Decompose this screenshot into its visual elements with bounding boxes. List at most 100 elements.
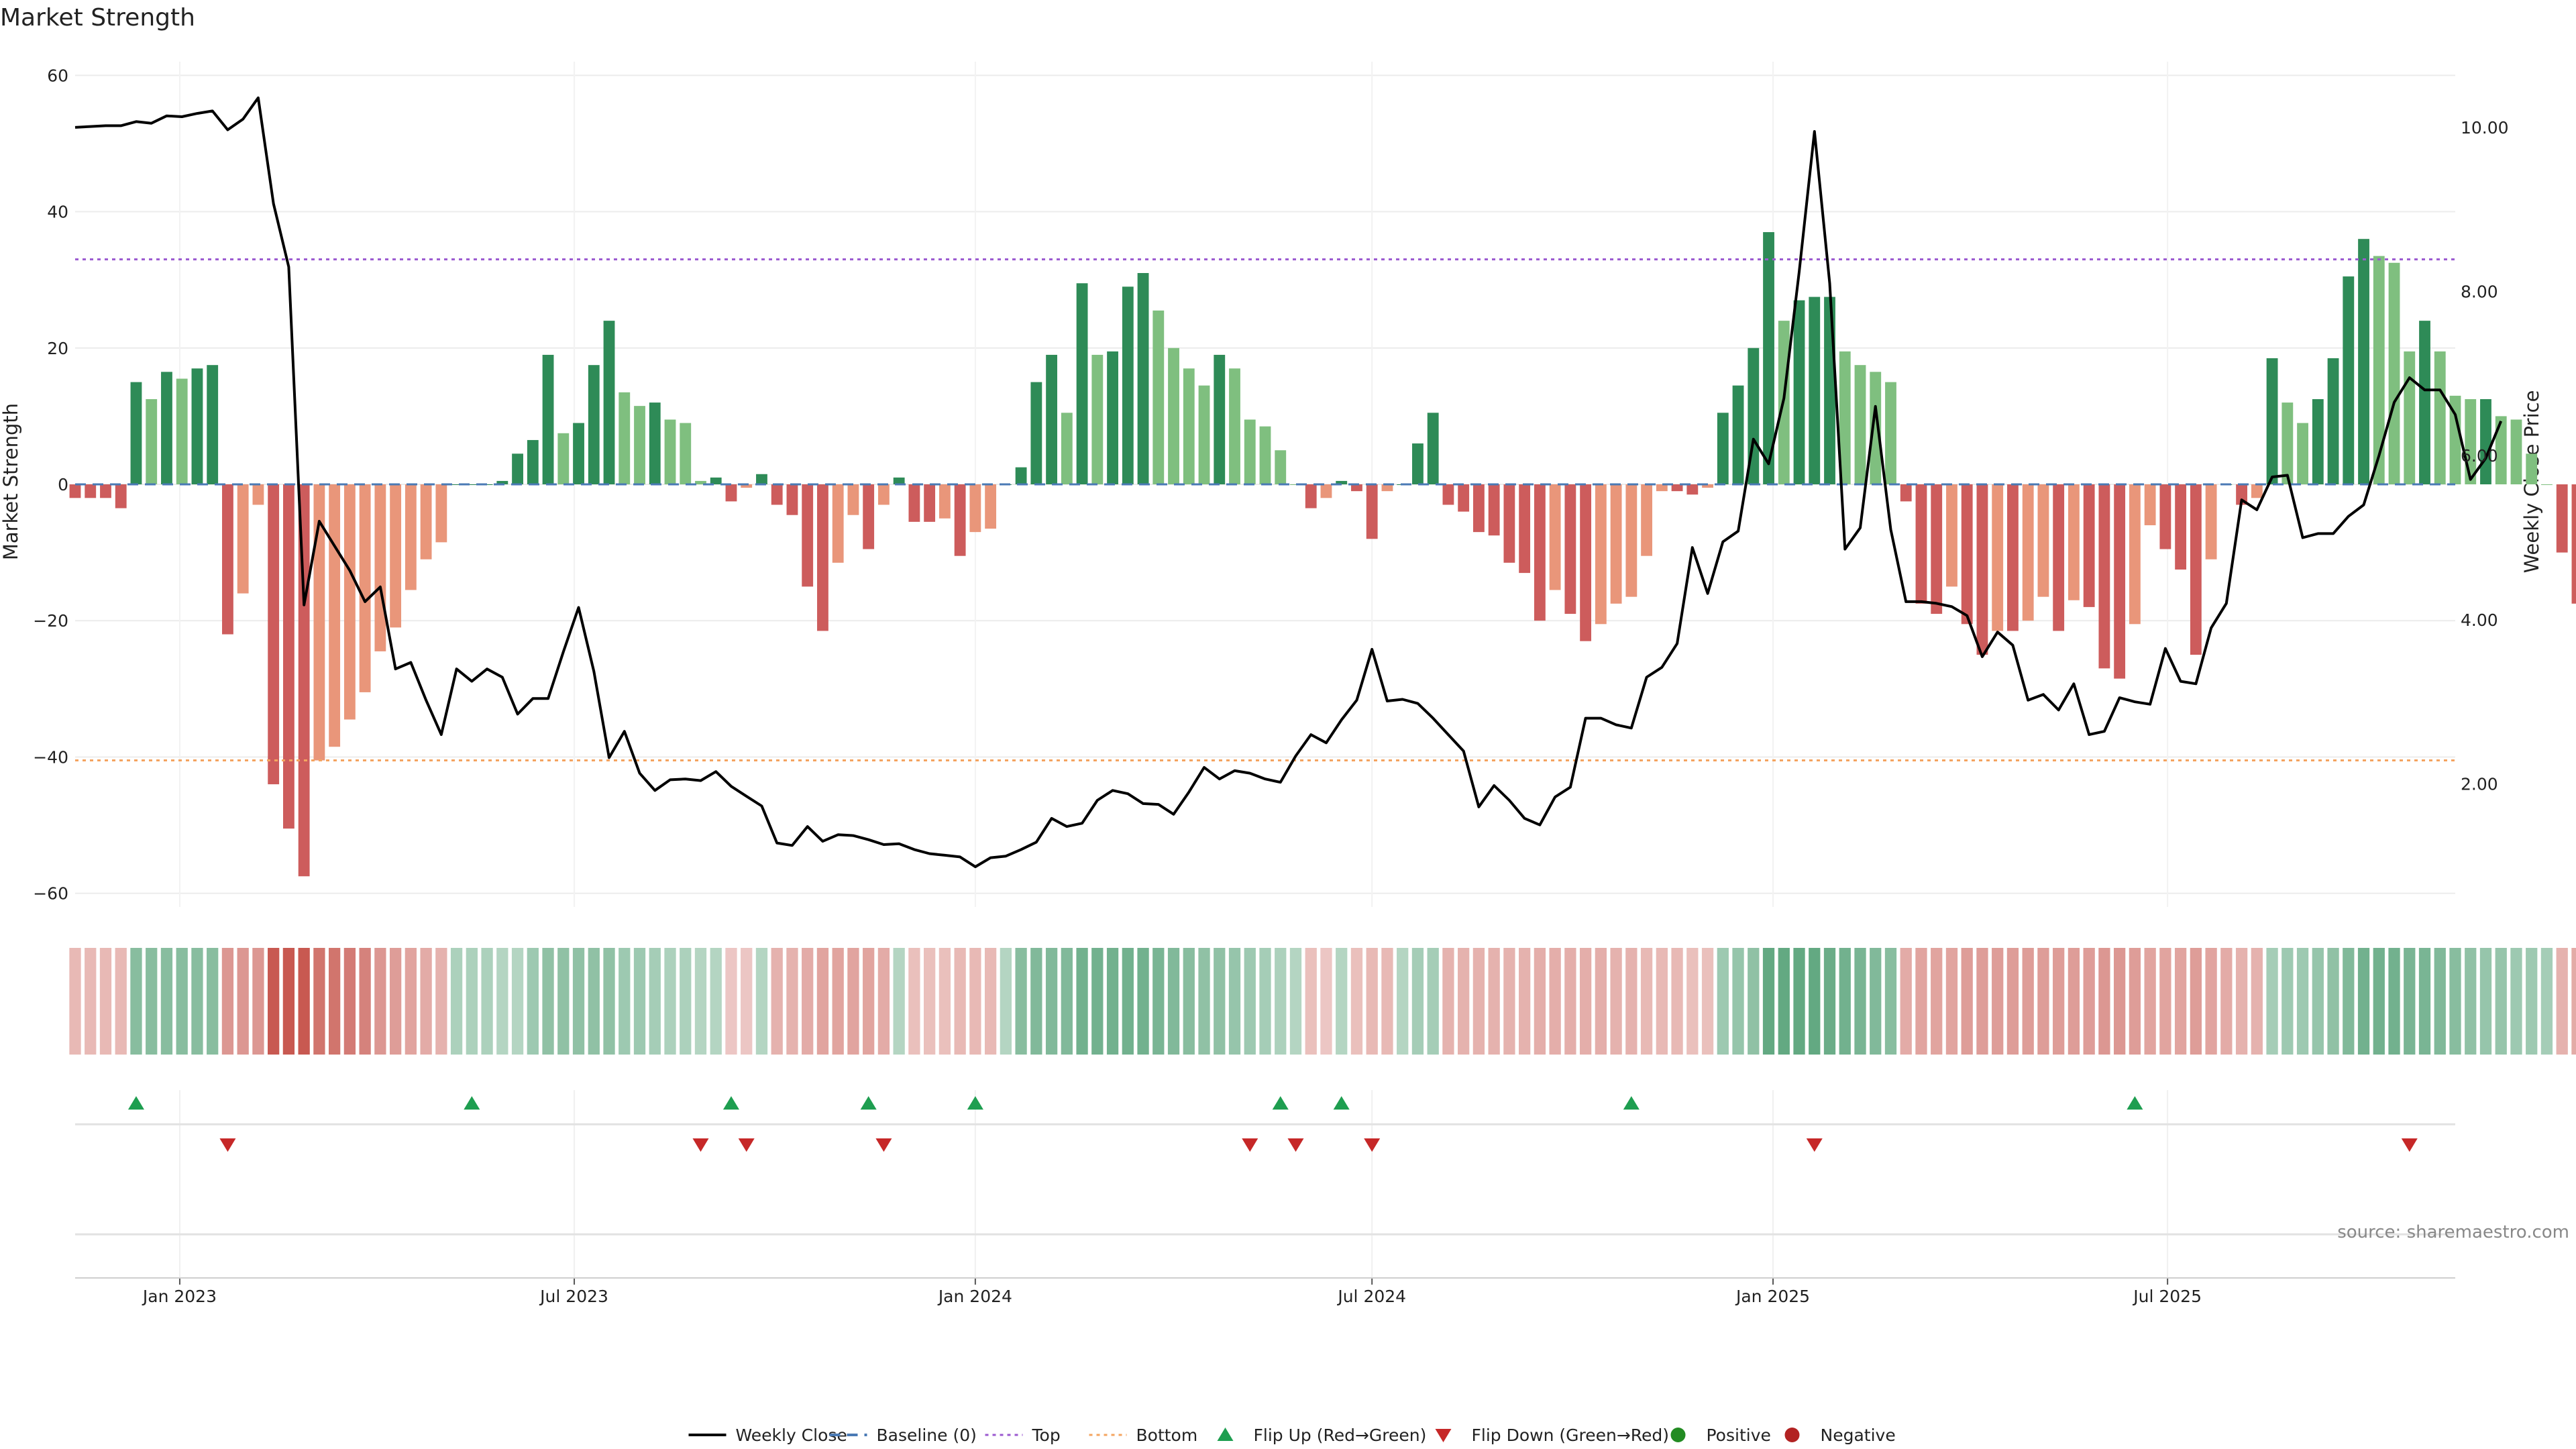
strength-bar xyxy=(176,378,188,484)
strength-bar xyxy=(282,484,294,829)
strength-bar xyxy=(1946,484,1957,587)
strength-bar xyxy=(2419,321,2430,484)
heat-cell xyxy=(1350,948,1363,1055)
strength-bar xyxy=(725,484,737,502)
strength-bar xyxy=(786,484,798,515)
heat-cell xyxy=(146,948,158,1055)
heat-cell xyxy=(694,948,707,1055)
flip-up-marker xyxy=(1333,1096,1350,1110)
threshold-lines xyxy=(75,258,2455,762)
heat-cell xyxy=(207,948,219,1055)
strength-bar xyxy=(1320,484,1332,498)
source-text: source: sharemaestro.com xyxy=(2337,1222,2569,1242)
heat-cell xyxy=(466,948,478,1055)
strength-bar xyxy=(2526,453,2538,484)
strength-bar xyxy=(1824,297,1835,484)
heat-cell xyxy=(923,948,936,1055)
strength-bar xyxy=(1595,484,1607,625)
heat-cell xyxy=(2327,948,2339,1055)
strength-bar xyxy=(1183,368,1195,484)
strength-bar xyxy=(268,484,280,785)
y-left-tick-label: −40 xyxy=(33,747,68,767)
strength-bar xyxy=(2236,484,2248,505)
heat-cell xyxy=(1366,948,1378,1055)
legend-item: Top xyxy=(985,1426,1061,1445)
heat-cell xyxy=(160,948,173,1055)
heat-cell xyxy=(802,948,814,1055)
strength-bar xyxy=(664,419,676,484)
weekly-close-line xyxy=(74,96,2503,869)
strength-bar xyxy=(329,484,341,747)
strength-bar xyxy=(252,484,264,505)
heat-cell xyxy=(938,948,951,1055)
strength-bar xyxy=(1915,484,1927,604)
heat-cell xyxy=(1945,948,1958,1055)
legend-swatch xyxy=(1670,1428,1686,1442)
strength-bar xyxy=(588,365,600,484)
flip-up-marker xyxy=(860,1096,877,1110)
flip-up-marker xyxy=(464,1096,480,1110)
strength-bar xyxy=(2327,358,2339,484)
strength-bar xyxy=(1717,413,1729,484)
heat-cell xyxy=(69,948,81,1055)
heat-cell xyxy=(99,948,112,1055)
strength-bar xyxy=(1198,385,1210,484)
strength-bar xyxy=(573,423,584,484)
heat-cell xyxy=(130,948,142,1055)
flip-down-marker xyxy=(219,1138,236,1152)
heat-cell xyxy=(527,948,539,1055)
strength-bar xyxy=(2312,398,2324,484)
strength-bar xyxy=(1305,484,1317,508)
strength-bar xyxy=(1732,385,1744,484)
strength-bar xyxy=(2571,484,2576,604)
heat-cell xyxy=(1472,948,1485,1055)
heat-cell xyxy=(1915,948,1927,1055)
heat-cell xyxy=(328,948,341,1055)
heat-cell xyxy=(2296,948,2309,1055)
heat-cell xyxy=(2144,948,2156,1055)
legend-label: Bottom xyxy=(1136,1426,1198,1445)
heat-cell xyxy=(1106,948,1119,1055)
strength-bar xyxy=(146,398,158,484)
heat-cell xyxy=(1289,948,1302,1055)
strength-bar xyxy=(2114,484,2126,679)
flip-down-marker xyxy=(692,1138,709,1152)
strength-bar xyxy=(85,484,97,498)
heat-cell xyxy=(2449,948,2461,1055)
strength-bar xyxy=(1976,484,1988,655)
strength-bar xyxy=(2480,398,2491,484)
y-left-tick-label: 0 xyxy=(58,475,68,494)
strength-bar xyxy=(1137,273,1149,484)
legend-label: Top xyxy=(1032,1426,1061,1445)
strength-bar xyxy=(1503,484,1515,563)
strength-bar xyxy=(1549,484,1561,590)
flip-up-marker xyxy=(722,1096,739,1110)
heat-cell xyxy=(1061,948,1073,1055)
y-right-tick-label: 4.00 xyxy=(2461,610,2498,630)
strength-bar xyxy=(634,406,645,484)
strength-bar xyxy=(161,372,172,484)
heat-cell xyxy=(435,948,447,1055)
strength-bar xyxy=(1870,372,1882,484)
heat-cell xyxy=(1275,948,1287,1055)
heat-cell xyxy=(2068,948,2080,1055)
heat-cell xyxy=(1549,948,1561,1055)
heat-cell xyxy=(282,948,295,1055)
y-right-tick-label: 10.00 xyxy=(2461,118,2509,138)
flip-up-marker xyxy=(1623,1096,1640,1110)
y-right-tick-label: 2.00 xyxy=(2461,775,2498,794)
strength-bar xyxy=(2037,484,2049,597)
legend-label: Positive xyxy=(1707,1426,1771,1445)
strength-bar xyxy=(1763,232,1774,484)
strength-bar xyxy=(2159,484,2171,549)
heat-cell xyxy=(755,948,768,1055)
strength-bar xyxy=(2251,484,2263,498)
heat-cell xyxy=(1961,948,1973,1055)
strength-bar xyxy=(1122,286,1134,484)
y-left-tick-label: 20 xyxy=(47,339,68,358)
heat-strip xyxy=(69,948,2576,1055)
legend-swatch xyxy=(1217,1428,1234,1441)
heat-cell xyxy=(2053,948,2065,1055)
heat-cell xyxy=(1045,948,1058,1055)
strength-bar xyxy=(1381,484,1393,492)
